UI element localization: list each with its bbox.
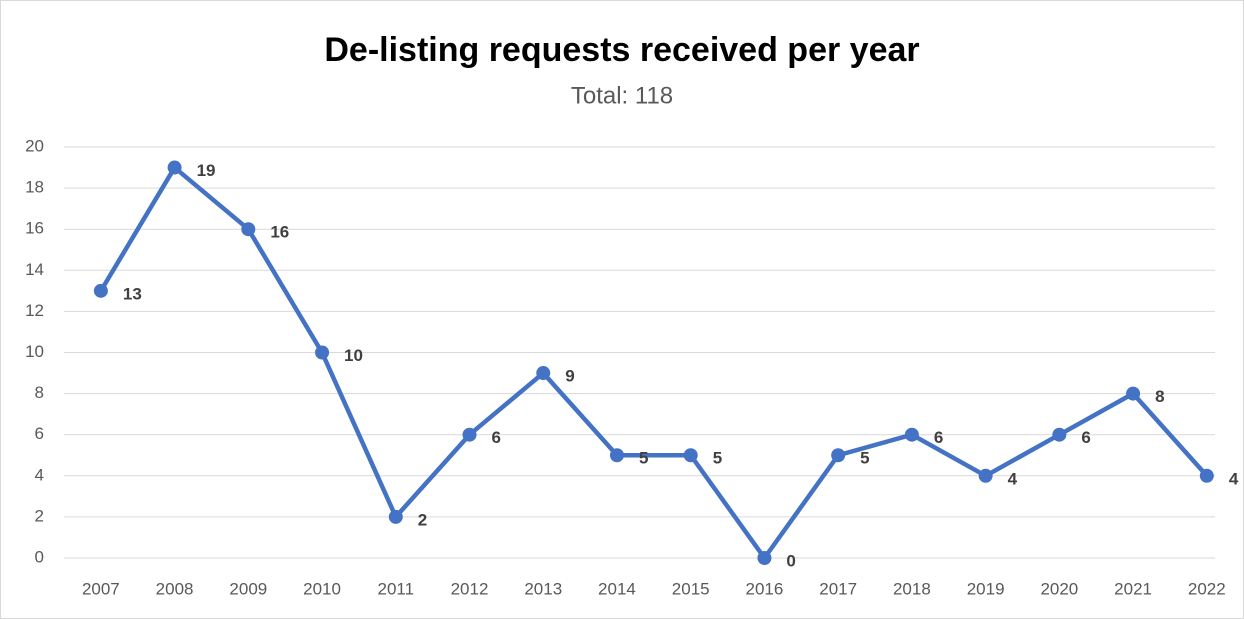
data-point xyxy=(1199,468,1214,483)
x-tick-label: 2021 xyxy=(1114,579,1152,598)
x-tick-label: 2015 xyxy=(672,579,710,598)
data-label: 5 xyxy=(860,449,869,468)
y-tick-label: 6 xyxy=(35,424,44,443)
data-label: 13 xyxy=(123,284,142,303)
data-label: 5 xyxy=(713,449,722,468)
data-point xyxy=(93,283,108,298)
data-label: 16 xyxy=(270,223,289,242)
data-point xyxy=(978,468,993,483)
data-line xyxy=(98,165,1209,561)
data-label: 6 xyxy=(492,428,501,447)
x-tick-label: 2009 xyxy=(229,579,267,598)
data-label: 9 xyxy=(565,367,574,386)
data-point xyxy=(683,448,698,463)
data-point xyxy=(904,427,919,442)
x-tick-label: 2010 xyxy=(303,579,341,598)
chart-subtitle: Total: 118 xyxy=(571,82,673,109)
data-label: 2 xyxy=(418,510,427,529)
y-tick-label: 10 xyxy=(25,342,44,361)
data-point xyxy=(757,551,772,565)
y-tick-label: 14 xyxy=(25,260,44,279)
y-tick-label: 8 xyxy=(35,383,44,402)
y-tick-label: 18 xyxy=(25,178,44,197)
data-label: 4 xyxy=(1008,469,1018,488)
y-tick-label: 12 xyxy=(25,301,44,320)
data-point xyxy=(536,366,551,381)
data-label: 19 xyxy=(197,161,216,180)
x-tick-label: 2012 xyxy=(451,579,489,598)
data-point xyxy=(1052,427,1067,442)
data-label: 0 xyxy=(786,551,795,570)
chart-title: De-listing requests received per year xyxy=(324,31,919,69)
y-tick-label: 0 xyxy=(35,547,44,566)
x-tick-label: 2007 xyxy=(82,579,120,598)
data-label: 6 xyxy=(934,428,943,447)
y-tick-label: 16 xyxy=(25,219,44,238)
x-tick-label: 2013 xyxy=(524,579,562,598)
y-tick-label: 2 xyxy=(35,506,44,525)
x-tick-label: 2018 xyxy=(893,579,931,598)
data-label: 6 xyxy=(1081,428,1090,447)
x-tick-label: 2017 xyxy=(819,579,857,598)
data-label: 8 xyxy=(1155,387,1164,406)
y-tick-label: 20 xyxy=(25,136,44,155)
data-point xyxy=(609,448,624,463)
data-point xyxy=(167,160,182,175)
data-point xyxy=(388,509,403,524)
x-tick-label: 2020 xyxy=(1040,579,1078,598)
x-tick-label: 2011 xyxy=(378,579,415,598)
x-tick-label: 2022 xyxy=(1188,579,1226,598)
x-tick-label: 2008 xyxy=(156,579,194,598)
data-point xyxy=(241,222,256,237)
data-label: 10 xyxy=(344,346,363,365)
data-label: 4 xyxy=(1229,469,1239,488)
x-tick-label: 2016 xyxy=(746,579,784,598)
data-label: 5 xyxy=(639,449,648,468)
x-tick-label: 2019 xyxy=(967,579,1005,598)
x-tick-label: 2014 xyxy=(598,579,636,598)
data-point xyxy=(315,345,330,360)
data-point xyxy=(462,427,477,442)
data-point xyxy=(1126,386,1141,401)
y-tick-label: 4 xyxy=(35,465,44,484)
data-point xyxy=(831,448,846,463)
